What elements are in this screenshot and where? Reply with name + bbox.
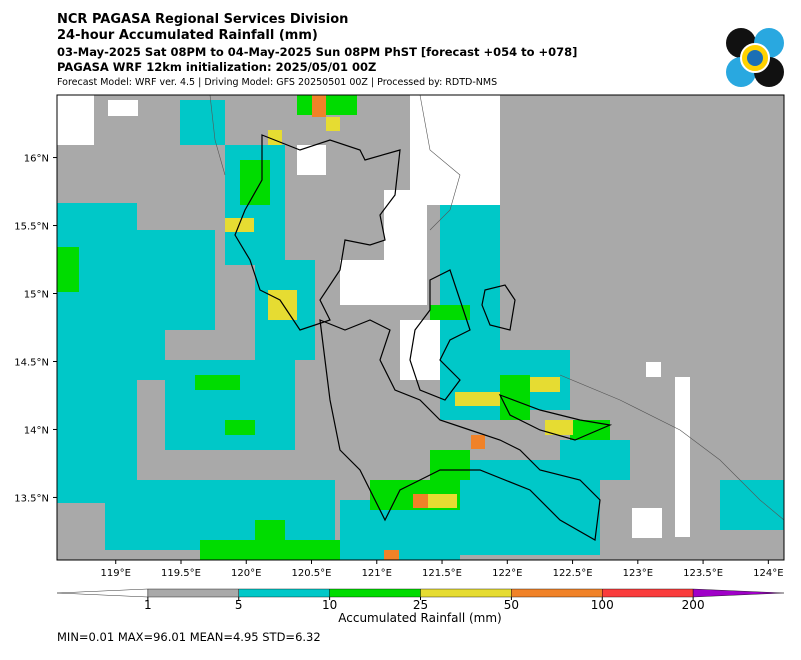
colorbar-tick-label: 200: [682, 598, 705, 612]
lat-tick-label: 13.5°N: [14, 493, 49, 504]
lon-tick-label: 120.5°E: [292, 568, 332, 579]
colorbar-segment: [147, 588, 239, 598]
lat-tick-label: 15.5°N: [14, 222, 49, 233]
colorbar-segment: [420, 588, 512, 598]
colorbar-tick-label: 1: [144, 598, 152, 612]
colorbar-segment: [329, 588, 421, 598]
map: [56, 94, 785, 561]
lon-tick-label: 124°E: [753, 568, 783, 579]
lon-tick-label: 122°E: [492, 568, 522, 579]
lon-tick-label: 119°E: [101, 568, 131, 579]
lon-tick-label: 123.5°E: [683, 568, 723, 579]
lat-tick-label: 16°N: [24, 154, 49, 165]
colorbar-tick-label: 10: [322, 598, 337, 612]
map-frame: [56, 94, 785, 561]
lat-tick-label: 14°N: [24, 425, 49, 436]
colorbar-tick-label: 25: [413, 598, 428, 612]
model-info: Forecast Model: WRF ver. 4.5 | Driving M…: [57, 77, 497, 88]
lon-tick-label: 123°E: [623, 568, 653, 579]
colorbar-tick-label: 5: [235, 598, 243, 612]
colorbar-segment: [511, 588, 603, 598]
lat-tick-label: 15°N: [24, 290, 49, 301]
title: NCR PAGASA Regional Services Division: [57, 12, 348, 27]
lat-tick-label: 14.5°N: [14, 357, 49, 368]
init: PAGASA WRF 12km initialization: 2025/05/…: [57, 60, 376, 74]
lon-tick-label: 120°E: [231, 568, 261, 579]
colorbar-label: Accumulated Rainfall (mm): [338, 611, 501, 625]
lon-tick-label: 121°E: [362, 568, 392, 579]
no-rain: [57, 95, 690, 538]
colorbar-segment: [56, 588, 149, 598]
subtitle: 24-hour Accumulated Rainfall (mm): [57, 28, 318, 43]
lon-tick-label: 122.5°E: [553, 568, 593, 579]
boundaries: [234, 134, 613, 541]
colorbar-tick-label: 100: [591, 598, 614, 612]
rain-cells-orange: [312, 95, 485, 560]
colorbar-tick-label: 50: [504, 598, 519, 612]
colorbar-segment: [602, 588, 694, 598]
logo: [726, 28, 784, 87]
lon-tick-label: 121.5°E: [422, 568, 462, 579]
coastlines: [209, 94, 785, 521]
colorbar-segment: [238, 588, 330, 598]
stats: MIN=0.01 MAX=96.01 MEAN=4.95 STD=6.32: [57, 630, 321, 644]
colorbar-segment: [692, 588, 785, 598]
period: 03-May-2025 Sat 08PM to 04-May-2025 Sun …: [57, 45, 577, 59]
lon-tick-label: 119.5°E: [161, 568, 201, 579]
rain-cells-yellow: [225, 117, 573, 508]
